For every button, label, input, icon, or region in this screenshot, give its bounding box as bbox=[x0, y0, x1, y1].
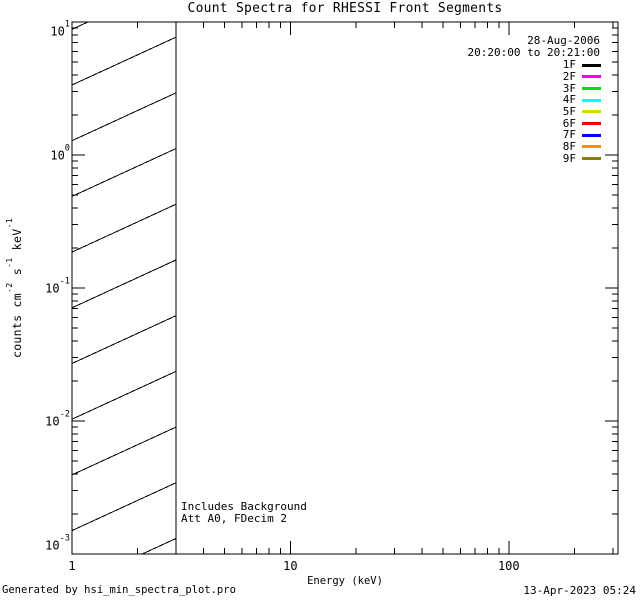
legend-color-swatch bbox=[582, 122, 601, 126]
legend-entry-3f: 3F bbox=[562, 81, 601, 95]
y-axis-label: counts cm-2 s-1 keV-1 bbox=[3, 217, 24, 359]
legend-date: 28-Aug-2006 bbox=[527, 34, 600, 47]
exponent: 0 bbox=[64, 143, 70, 154]
chart-title: Count Spectra for RHESSI Front Segments bbox=[187, 1, 503, 16]
annotation-attenuator-state: Att A0, FDecim 2 bbox=[181, 512, 287, 525]
footer-generated-by: Generated by hsi_min_spectra_plot.pro bbox=[2, 584, 236, 596]
hatch-line bbox=[72, 22, 90, 30]
exponent: -1 bbox=[59, 276, 70, 287]
footer-timestamp: 13-Apr-2023 05:24 bbox=[523, 584, 636, 597]
legend-color-swatch bbox=[582, 133, 601, 137]
y-tick-label: 100 bbox=[50, 143, 70, 163]
legend-color-swatch bbox=[582, 87, 601, 91]
exponent: -2 bbox=[59, 409, 70, 420]
exponent: -3 bbox=[59, 533, 70, 544]
hatch-line bbox=[72, 92, 177, 142]
hatch-line bbox=[141, 537, 177, 554]
hatch-line bbox=[72, 148, 177, 197]
hatch-line bbox=[72, 36, 177, 86]
legend-entry-label: 3F bbox=[562, 81, 576, 95]
legend-entry-label: 2F bbox=[562, 69, 576, 83]
legend-entry-label: 5F bbox=[562, 104, 576, 118]
legend-entry-8f: 8F bbox=[562, 139, 601, 153]
exponent: -2 bbox=[3, 282, 14, 294]
legend-time-range: 20:20:00 to 20:21:00 bbox=[467, 46, 600, 59]
legend-entry-9f: 9F bbox=[562, 151, 601, 165]
hatch-line bbox=[72, 426, 177, 476]
legend-entry-2f: 2F bbox=[562, 69, 601, 83]
legend-entry-5f: 5F bbox=[562, 104, 601, 118]
y-tick-label: 10-2 bbox=[45, 409, 70, 429]
y-tick-label: 10-3 bbox=[45, 533, 70, 553]
x-tick-label: 10 bbox=[283, 559, 298, 573]
legend-entry-label: 1F bbox=[562, 58, 576, 72]
x-tick-label: 100 bbox=[497, 559, 520, 573]
y-tick-label: 101 bbox=[50, 19, 70, 39]
hatch-line bbox=[72, 315, 177, 364]
legend-entry-label: 6F bbox=[562, 116, 576, 130]
hatch-line bbox=[72, 259, 177, 309]
exponent: -1 bbox=[3, 217, 14, 229]
hatch-line bbox=[72, 482, 177, 532]
legend-color-swatch bbox=[582, 157, 601, 161]
legend-color-swatch bbox=[582, 110, 601, 114]
legend-entry-7f: 7F bbox=[563, 129, 601, 141]
legend-color-swatch bbox=[582, 145, 601, 149]
legend-entry-label: 4F bbox=[562, 93, 576, 107]
legend-entry-label: 8F bbox=[562, 139, 576, 153]
legend-color-swatch bbox=[582, 63, 601, 67]
legend-color-swatch bbox=[582, 75, 601, 79]
x-axis-label: Energy (keV) bbox=[307, 575, 383, 587]
plot-annotations: Includes Background Att A0, FDecim 2 bbox=[181, 501, 307, 525]
hatch-line bbox=[72, 370, 177, 420]
exponent: 1 bbox=[64, 19, 70, 30]
legend-entry-6f: 6F bbox=[562, 116, 601, 130]
axes-frame bbox=[71, 21, 619, 555]
annotation-includes-background: Includes Background bbox=[181, 500, 307, 513]
legend-entry-label: 7F bbox=[562, 128, 576, 142]
legend-color-swatch bbox=[582, 98, 601, 102]
legend-entry-label: 9F bbox=[562, 151, 576, 165]
hatch-line bbox=[72, 203, 177, 253]
hatched-band bbox=[72, 22, 177, 554]
legend-entry-1f: 1F bbox=[563, 59, 601, 71]
x-tick-label: 1 bbox=[68, 559, 76, 573]
exponent: -1 bbox=[3, 257, 14, 268]
legend-entry-4f: 4F bbox=[563, 94, 601, 106]
y-tick-label: 10-1 bbox=[45, 276, 70, 296]
